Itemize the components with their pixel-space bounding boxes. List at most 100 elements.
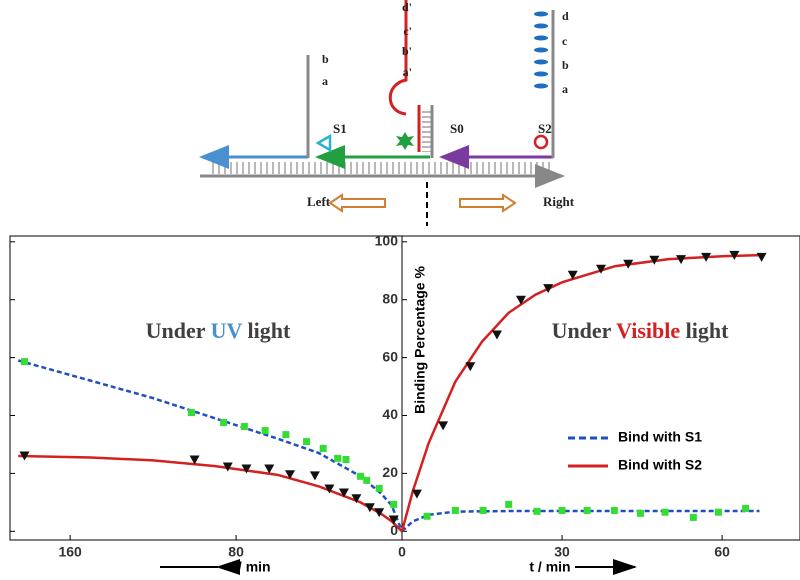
data-point <box>701 252 712 262</box>
x-tick-label: 80 <box>228 544 244 560</box>
data-point <box>364 503 375 513</box>
data-point <box>309 471 320 481</box>
data-point <box>505 500 513 508</box>
hatching <box>212 162 552 174</box>
annotation-part: Under <box>146 318 211 343</box>
data-point <box>411 489 422 499</box>
schematic-label: Right <box>543 194 575 209</box>
right-arrow <box>459 193 517 213</box>
schematic-label: b <box>562 58 569 72</box>
x-tick-label: 0 <box>398 544 406 560</box>
schematic-label: a <box>562 82 568 96</box>
data-point <box>515 295 526 305</box>
data-point <box>423 512 431 520</box>
data-point <box>610 506 618 514</box>
data-point <box>374 508 385 518</box>
data-point <box>222 462 233 472</box>
data-point <box>689 513 697 521</box>
schematic-label: S0 <box>450 121 464 136</box>
s2-icon <box>533 134 549 150</box>
data-point <box>390 500 398 508</box>
legend-label: Bind with S2 <box>618 457 702 473</box>
data-point <box>375 484 383 492</box>
data-point <box>357 472 365 480</box>
fit-line <box>401 509 760 533</box>
data-point <box>543 284 554 294</box>
data-point <box>282 431 290 439</box>
fit-line <box>400 253 760 532</box>
y-tick-label: 80 <box>382 290 398 306</box>
x-tick-label: 30 <box>554 544 570 560</box>
data-point <box>742 504 750 512</box>
annotation-part: light <box>680 318 729 343</box>
data-point <box>451 506 459 514</box>
data-point <box>661 508 669 516</box>
data-point <box>533 507 541 515</box>
data-point <box>334 454 342 462</box>
annotation: Under UV light <box>146 318 291 343</box>
binding-sites <box>534 11 548 89</box>
data-point <box>676 255 687 265</box>
data-point <box>729 250 740 260</box>
annotation: Under Visible light <box>552 318 730 343</box>
data-point <box>19 451 30 461</box>
y-tick-label: 20 <box>382 464 398 480</box>
annotation-part: Visible <box>616 318 680 343</box>
data-point <box>342 456 350 464</box>
data-point <box>319 445 327 453</box>
data-point <box>21 358 29 366</box>
data-point <box>714 508 722 516</box>
data-point <box>285 470 295 480</box>
y-axis-label: Binding Percentage % <box>412 266 428 414</box>
data-point <box>438 421 449 431</box>
data-point <box>596 264 606 274</box>
data-point <box>264 464 275 474</box>
data-point <box>479 506 487 514</box>
data-point <box>240 423 248 431</box>
schematic <box>199 0 565 226</box>
data-point <box>636 509 644 517</box>
x-tick-label: 160 <box>58 544 82 560</box>
y-tick-label: 40 <box>382 406 398 422</box>
schematic-label: c <box>562 34 568 48</box>
fit-line <box>18 454 403 533</box>
fit-line <box>17 359 404 532</box>
data-point <box>261 427 269 435</box>
schematic-label: b <box>322 52 329 66</box>
data-point <box>363 476 371 484</box>
schematic-label: S1 <box>333 121 347 136</box>
schematic-label: d' <box>402 0 412 14</box>
x-axis-label: t / min <box>529 559 570 575</box>
schematic-label: a' <box>403 65 412 79</box>
data-point <box>189 455 200 465</box>
x-tick-label: 60 <box>714 544 730 560</box>
schematic-label: d <box>562 9 569 23</box>
data-point <box>558 506 566 514</box>
schematic-label: Left <box>307 194 331 209</box>
hatching <box>422 110 431 152</box>
y-tick-label: 60 <box>382 348 398 364</box>
data-point <box>241 464 252 474</box>
data-point <box>491 330 502 340</box>
plot-frame <box>9 235 800 541</box>
data-point <box>623 259 634 269</box>
data-point <box>567 270 578 280</box>
schematic-label: b' <box>402 44 412 58</box>
schematic-label: c' <box>403 24 412 38</box>
schematic-label: a <box>322 74 328 88</box>
legend-label: Bind with S1 <box>618 429 702 445</box>
data-point <box>187 409 195 417</box>
data-point <box>465 362 476 372</box>
annotation-part: UV <box>211 318 243 343</box>
data-point <box>220 418 228 426</box>
annotation-part: Under <box>552 318 617 343</box>
data-point <box>649 255 660 265</box>
data-point <box>756 252 767 262</box>
data-point <box>388 515 399 525</box>
hairpin <box>388 0 408 116</box>
x-axis-label: t / min <box>229 559 270 575</box>
data-point <box>303 438 311 446</box>
data-point <box>324 484 335 494</box>
s1-icon <box>315 133 332 153</box>
